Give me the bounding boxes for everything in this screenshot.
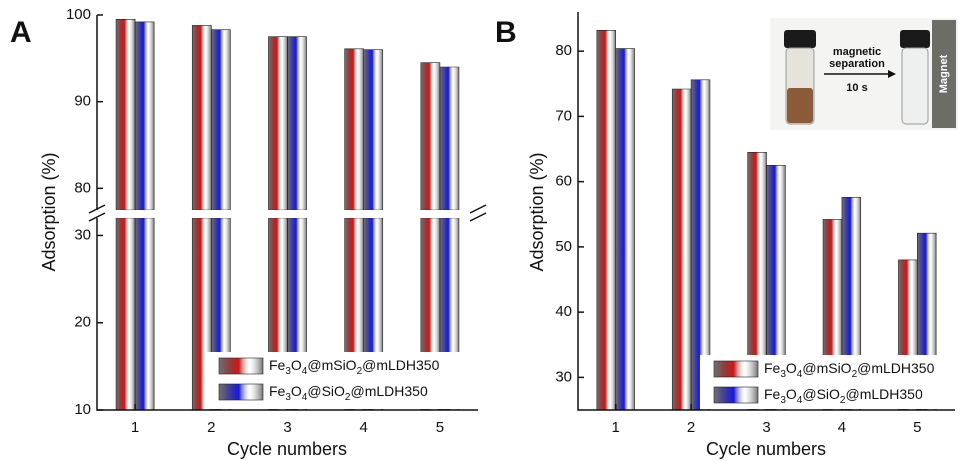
bar xyxy=(615,48,635,411)
annotation: separation xyxy=(829,58,885,70)
y-tick-label: 100 xyxy=(66,6,91,23)
legend-label: Fe3O4@mSiO2@mLDH350 xyxy=(269,357,440,377)
x-tick-label: 2 xyxy=(687,419,695,436)
y-tick-label: 40 xyxy=(555,303,572,320)
annotation: Magnet xyxy=(938,54,950,93)
legend-label: Fe3O4@SiO2@mLDH350 xyxy=(764,386,923,406)
axis-break-gap xyxy=(89,210,486,218)
vial-cap xyxy=(784,30,816,48)
annotation: 10 s xyxy=(846,82,867,94)
vial-liquid xyxy=(787,88,813,123)
vial xyxy=(901,47,929,125)
annotation: magnetic xyxy=(833,46,881,58)
y-tick-label: 10 xyxy=(74,401,91,418)
legend-swatch xyxy=(713,386,759,404)
x-tick-label: 4 xyxy=(360,419,368,436)
y-axis-label: Adsorption (%) xyxy=(39,152,59,271)
x-tick-label: 2 xyxy=(207,419,215,436)
x-tick-label: 5 xyxy=(436,419,444,436)
x-tick-label: 5 xyxy=(913,419,921,436)
y-tick-label: 80 xyxy=(555,42,572,59)
x-tick-label: 3 xyxy=(283,419,291,436)
legend-swatch xyxy=(713,360,759,378)
bar xyxy=(671,88,692,411)
legend-swatch xyxy=(218,383,264,401)
bar xyxy=(596,29,616,411)
x-tick-label: 3 xyxy=(762,419,770,436)
y-tick-label: 80 xyxy=(74,179,91,196)
legend-swatch xyxy=(218,357,264,375)
legend-label: Fe3O4@SiO2@mLDH350 xyxy=(269,383,428,403)
x-tick-label: 4 xyxy=(838,419,846,436)
y-axis xyxy=(577,12,955,411)
y-tick-label: 90 xyxy=(74,93,91,110)
y-tick-label: 30 xyxy=(74,226,91,243)
panel-label: A xyxy=(10,16,32,49)
legend-label: Fe3O4@mSiO2@mLDH350 xyxy=(764,360,935,380)
y-tick-label: 50 xyxy=(555,238,572,255)
x-tick-label: 1 xyxy=(131,419,139,436)
y-tick-label: 60 xyxy=(555,173,572,190)
y-axis-label: Adsorption (%) xyxy=(527,152,547,271)
arrow-head xyxy=(888,70,896,78)
vial-cap xyxy=(900,30,930,48)
x-axis-label: Cycle numbers xyxy=(706,439,826,459)
y-tick-label: 30 xyxy=(555,368,572,385)
inset-photo: magnetic separation 10 s Magnet xyxy=(770,18,958,130)
panel-label: B xyxy=(495,16,517,49)
y-tick-label: 20 xyxy=(74,314,91,331)
magnet xyxy=(932,20,956,128)
x-axis-label: Cycle numbers xyxy=(227,439,347,459)
axis-break-mark xyxy=(469,204,487,222)
x-tick-label: 1 xyxy=(612,419,620,436)
y-tick-label: 70 xyxy=(555,107,572,124)
axis-break-mark xyxy=(88,204,106,222)
